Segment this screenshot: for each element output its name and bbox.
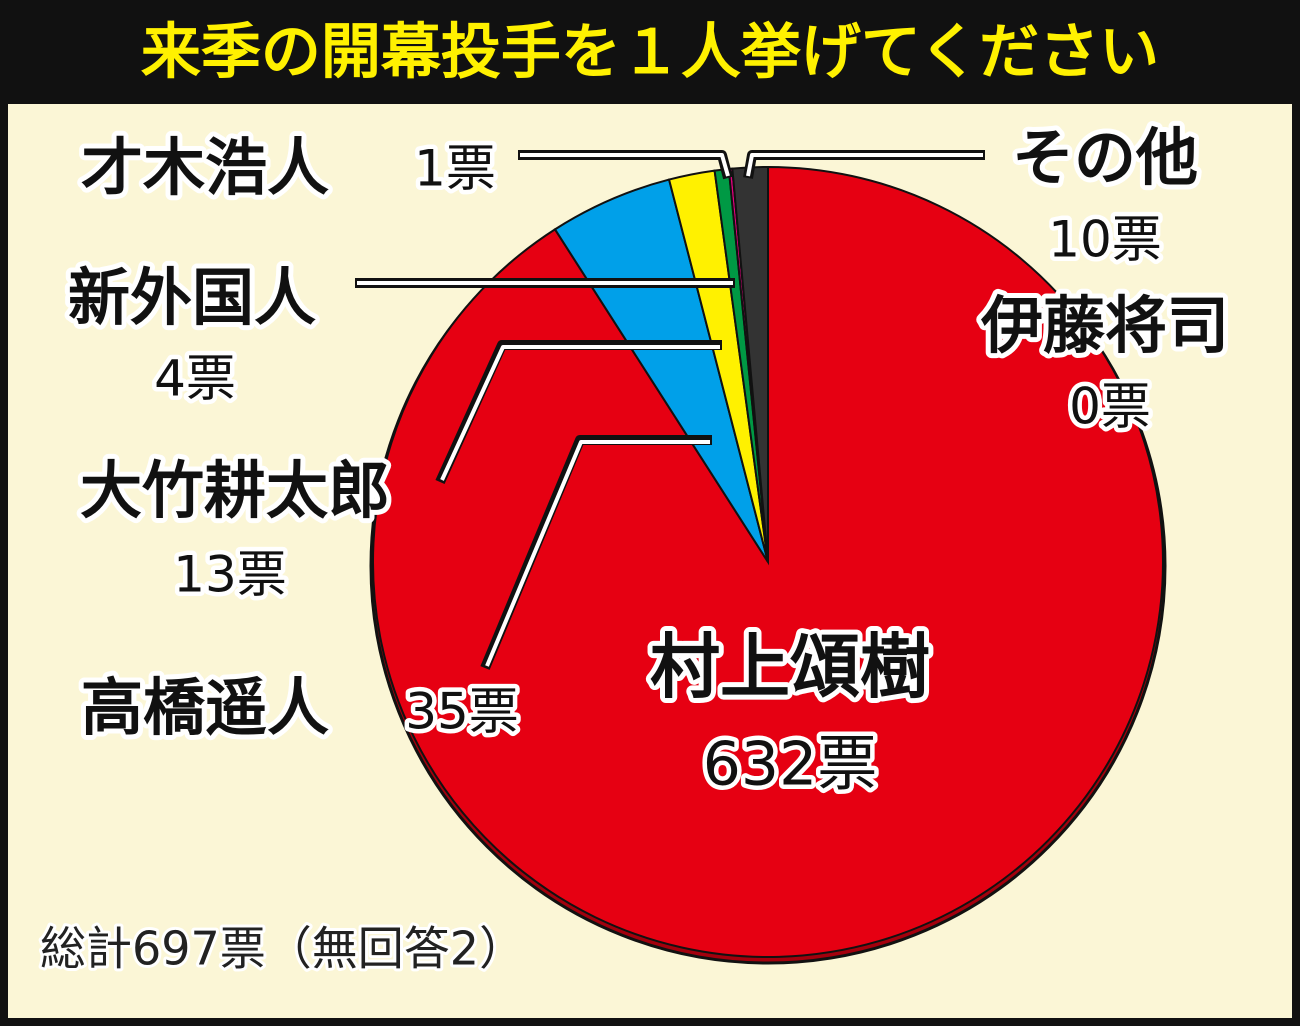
value-label: 35票 xyxy=(405,683,519,741)
category-label: 大竹耕太郎 xyxy=(80,454,390,527)
value-label: 0票 xyxy=(1069,378,1151,436)
value-label: 4票 xyxy=(154,350,236,408)
category-label: 新外国人 xyxy=(68,261,316,334)
leader-lines xyxy=(355,150,985,670)
value-label: 10票 xyxy=(1048,211,1162,269)
category-label: 村上頌樹 xyxy=(650,626,930,708)
chart-title: 来季の開幕投手を１人挙げてください xyxy=(141,18,1159,88)
category-label: その他 xyxy=(1012,121,1198,194)
value-label: 632票 xyxy=(703,730,878,800)
footnote: 総計697票（無回答2） xyxy=(40,922,525,976)
pie xyxy=(369,165,1167,965)
category-label: 高橋遥人 xyxy=(81,671,329,744)
category-label: 伊藤将司 xyxy=(980,289,1229,362)
value-label: 13票 xyxy=(173,546,287,604)
category-label: 才木浩人 xyxy=(81,131,329,204)
value-label: 1票 xyxy=(414,140,496,198)
title-banner xyxy=(4,4,1296,104)
